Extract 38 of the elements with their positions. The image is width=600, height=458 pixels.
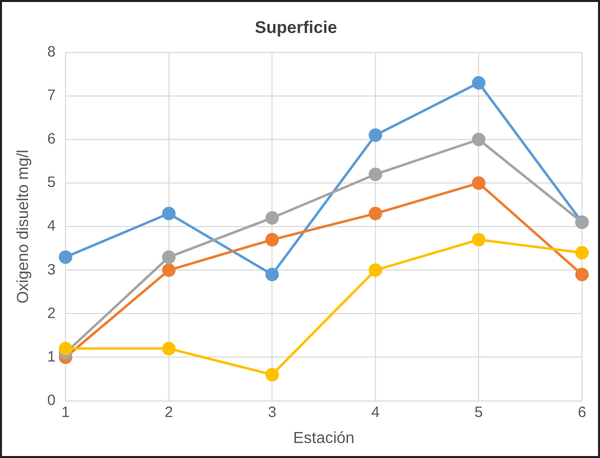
x-tick-label: 2: [164, 404, 174, 421]
point: [265, 268, 279, 282]
point: [472, 232, 486, 246]
point: [162, 250, 176, 264]
point: [472, 132, 486, 146]
y-tick-label: 4: [47, 218, 56, 235]
x-tick-label: 1: [61, 404, 70, 421]
x-tick-label: 5: [474, 404, 483, 421]
y-tick-label: 6: [47, 130, 56, 148]
x-tick-label: 6: [578, 404, 586, 421]
y-tick-label: 3: [47, 261, 56, 278]
point: [472, 176, 486, 190]
y-tick-label: 5: [47, 174, 56, 192]
point: [368, 206, 382, 220]
y-tick-label: 7: [47, 87, 56, 104]
point: [575, 268, 589, 282]
y-tick-label: 1: [47, 348, 56, 366]
x-tick-label: 4: [371, 404, 380, 421]
y-axis-title: Oxigeno disuelto mg/l: [15, 150, 32, 304]
point: [265, 211, 279, 225]
point: [162, 206, 176, 220]
point: [162, 263, 176, 277]
point: [472, 76, 486, 90]
point: [58, 250, 72, 264]
point: [368, 168, 382, 182]
point: [162, 342, 176, 356]
point: [265, 232, 279, 246]
point: [368, 128, 382, 142]
x-tick-label: 3: [268, 404, 276, 421]
point: [58, 342, 72, 356]
point: [265, 368, 279, 382]
point: [368, 263, 382, 277]
point: [575, 246, 589, 260]
y-tick-label: 0: [47, 392, 56, 409]
y-tick-label: 8: [47, 44, 56, 61]
chart-title: Superficie: [254, 18, 338, 37]
x-axis-title: Estación: [293, 430, 354, 447]
y-tick-label: 2: [47, 304, 56, 322]
